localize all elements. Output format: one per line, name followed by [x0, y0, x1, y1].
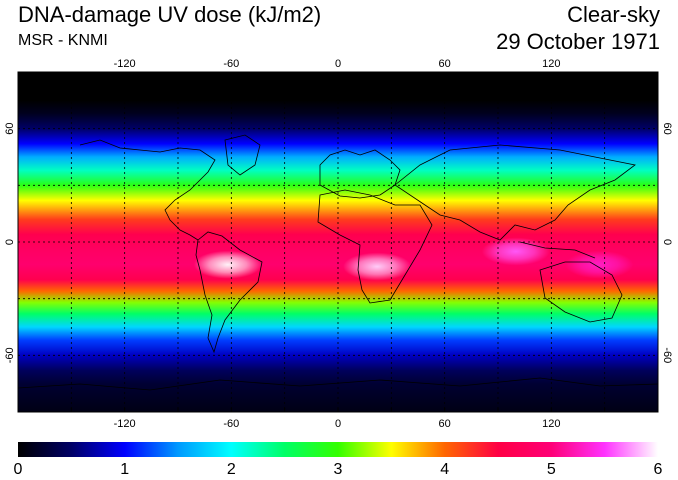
- colorbar-label: 3: [334, 461, 343, 478]
- colorbar-labels: 0 1 2 3 4 5 6: [14, 461, 663, 478]
- lon-label-bottom: -60: [223, 418, 239, 430]
- frame-ticks: [70, 72, 606, 412]
- map-title: DNA-damage UV dose (kJ/m2): [18, 2, 322, 27]
- colorbar-label: 6: [654, 461, 663, 478]
- hotspot-north-australia-max: [565, 250, 634, 279]
- lon-label-top: 0: [335, 58, 341, 70]
- date-label: 29 October 1971: [496, 29, 660, 54]
- lon-label-bottom: 60: [439, 418, 451, 430]
- colorbar-label: 4: [440, 461, 449, 478]
- hotspot-indonesia-max: [481, 237, 550, 266]
- coast-indonesia: [519, 241, 596, 259]
- coast-africa: [317, 189, 433, 304]
- lon-label-top: 60: [439, 58, 451, 70]
- colorbar-label: 0: [14, 461, 23, 478]
- lon-label-bottom: 0: [335, 418, 341, 430]
- lon-label-bottom: 120: [542, 418, 560, 430]
- coast-north-america: [79, 139, 216, 241]
- coast-antarctica: [18, 377, 658, 391]
- colorbar: [18, 442, 658, 457]
- lat-label-left: -60: [4, 347, 16, 363]
- coast-europe: [319, 149, 401, 199]
- lat-label-right: 0: [661, 239, 673, 245]
- lat-label-right: 60: [661, 123, 673, 135]
- lat-label-left: 0: [4, 239, 16, 245]
- lon-label-bottom: -120: [114, 418, 136, 430]
- latitude-labels-left: 60 0 -60: [4, 123, 16, 364]
- source-label: MSR - KNMI: [18, 32, 108, 49]
- hotspot-layer: [193, 237, 634, 281]
- lat-label-right: -60: [661, 347, 673, 363]
- coast-greenland: [224, 134, 261, 176]
- colorbar-label: 1: [120, 461, 129, 478]
- lat-label-left: 60: [4, 123, 16, 135]
- lon-label-top: -60: [223, 58, 239, 70]
- longitude-labels-bottom: -120 -60 0 60 120: [114, 418, 561, 430]
- lon-label-top: 120: [542, 58, 560, 70]
- lat-lon-grid: [18, 72, 658, 412]
- coast-australia: [539, 261, 623, 323]
- hotspot-south-america-max: [193, 250, 262, 279]
- lon-label-top: -120: [114, 58, 136, 70]
- sky-condition-label: Clear-sky: [567, 2, 660, 27]
- hotspot-southern-africa-max: [343, 252, 412, 281]
- latitude-labels-right: 60 0 -60: [661, 123, 673, 364]
- colorbar-label: 2: [227, 461, 236, 478]
- colorbar-label: 5: [547, 461, 556, 478]
- coast-asia: [394, 144, 636, 241]
- longitude-labels-top: -120 -60 0 60 120: [114, 58, 561, 70]
